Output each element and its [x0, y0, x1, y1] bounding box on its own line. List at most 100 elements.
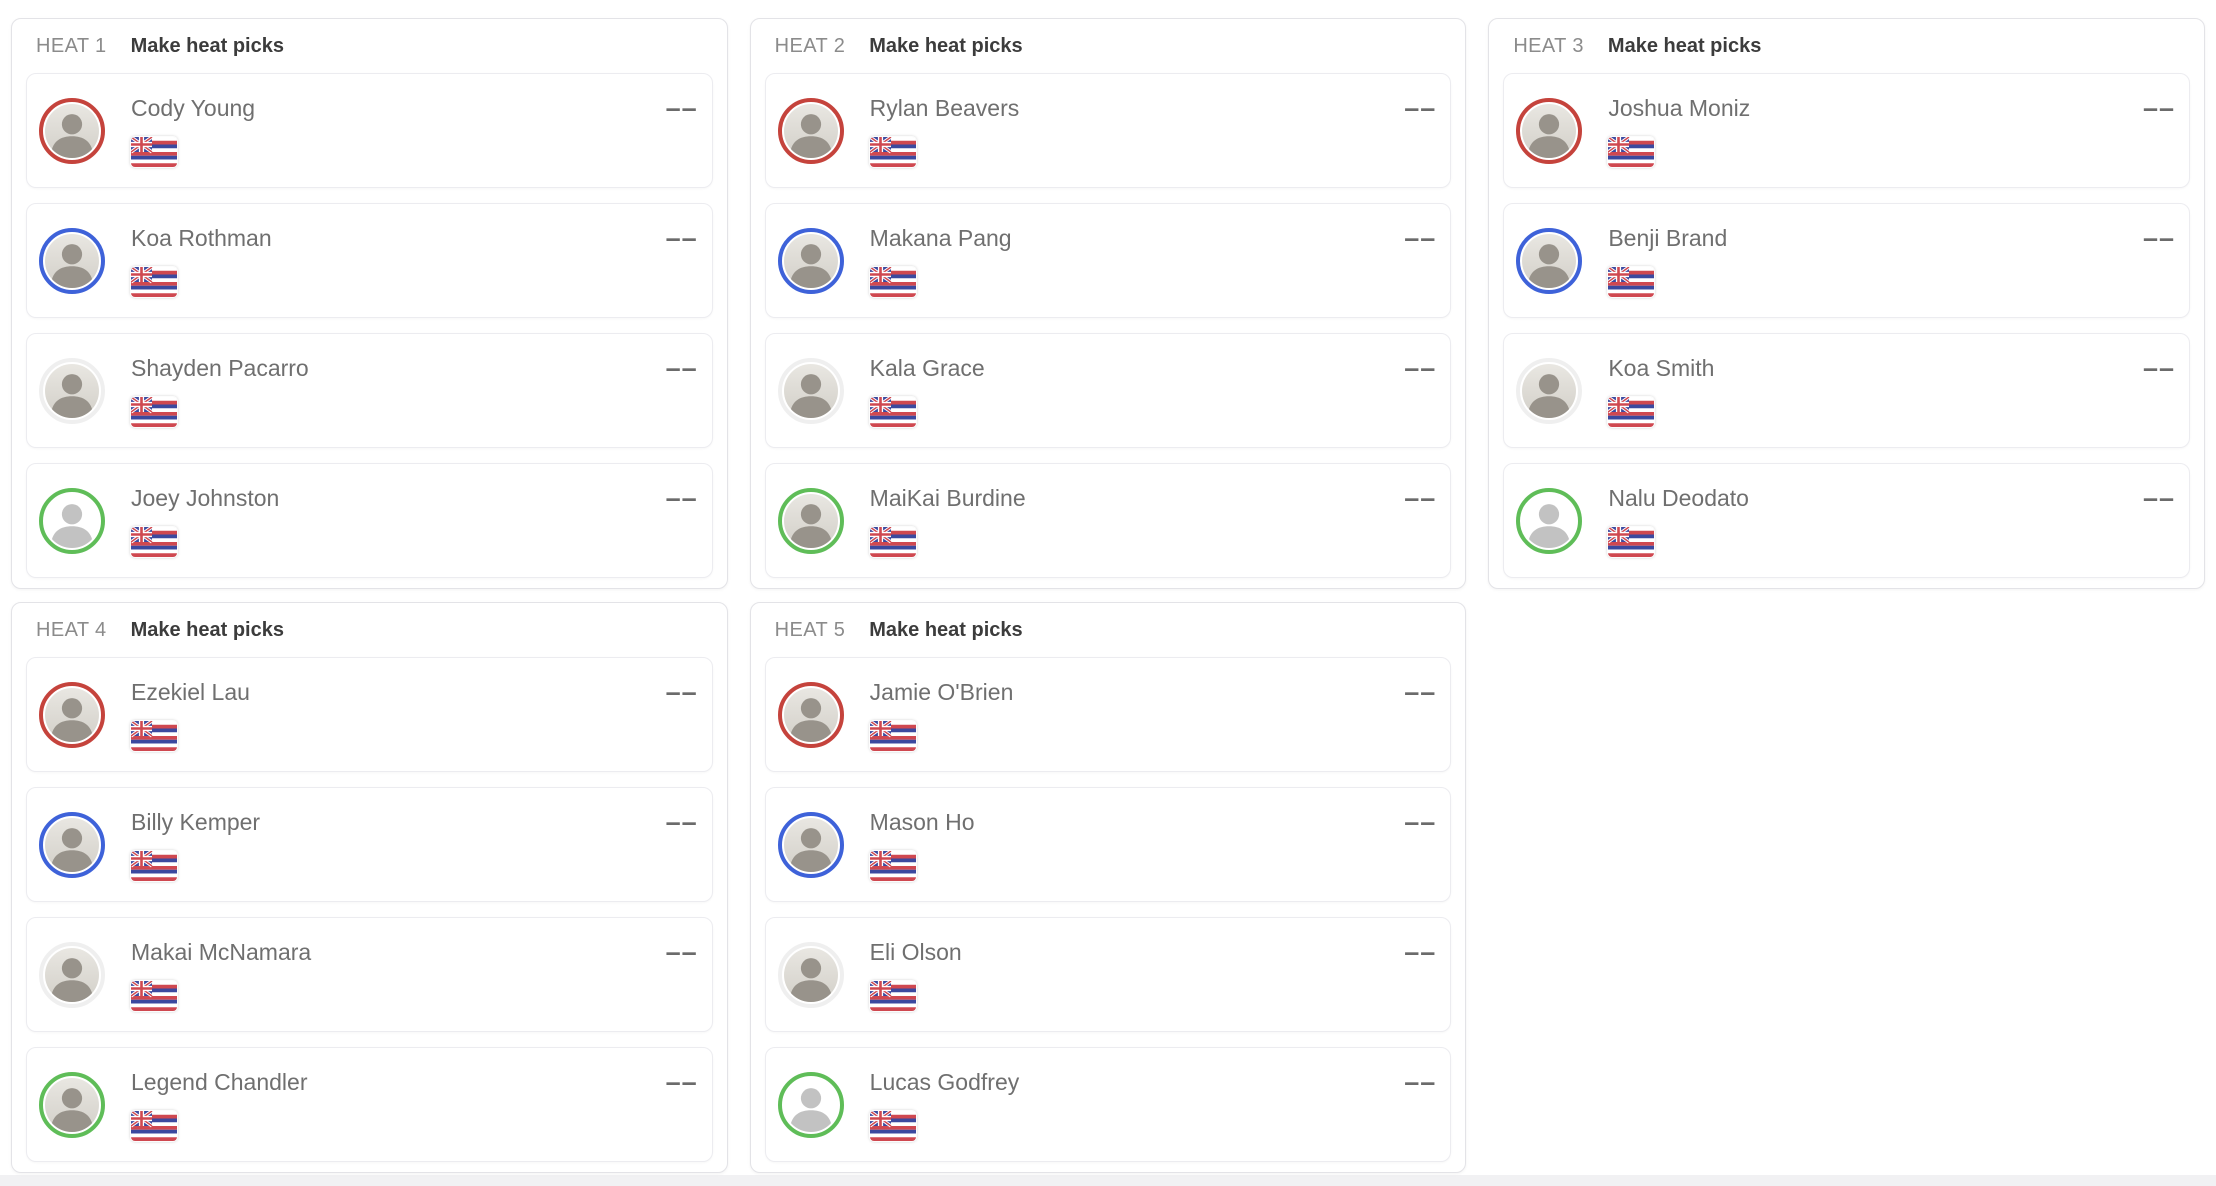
person-silhouette-icon	[789, 113, 832, 158]
athlete-info: Makai McNamara	[131, 918, 311, 1031]
athlete-row[interactable]: Ezekiel Lau ––	[26, 657, 713, 772]
athlete-info: Joey Johnston	[131, 464, 279, 577]
hawaii-flag-icon	[869, 981, 916, 1011]
athlete-row[interactable]: Nalu Deodato ––	[1503, 463, 2190, 578]
athlete-row[interactable]: Cody Young ––	[26, 73, 713, 188]
athlete-info: Lucas Godfrey	[869, 1048, 1020, 1161]
athlete-name: Koa Rothman	[131, 225, 272, 251]
athlete-info: Billy Kemper	[131, 788, 260, 901]
heat-header: HEAT 1 Make heat picks	[26, 19, 713, 73]
athlete-avatar	[39, 941, 105, 1008]
hawaii-flag-icon	[131, 851, 177, 881]
athlete-info: Nalu Deodato	[1608, 464, 1749, 577]
athlete-row[interactable]: Shayden Pacarro ––	[26, 333, 713, 448]
heat-card: HEAT 3 Make heat picks Joshua Moniz	[1488, 18, 2205, 589]
athlete-row[interactable]: Koa Rothman ––	[26, 203, 713, 318]
athlete-info: Mason Ho	[869, 788, 975, 901]
athlete-row[interactable]: Joey Johnston ––	[26, 463, 713, 578]
athlete-row[interactable]: Jamie O'Brien ––	[764, 657, 1452, 772]
hawaii-flag-icon	[1608, 527, 1655, 557]
person-silhouette-icon	[1528, 243, 1571, 288]
athlete-name: Nalu Deodato	[1608, 485, 1749, 511]
athlete-info: Koa Rothman	[131, 204, 272, 317]
heats-grid: HEAT 1 Make heat picks Cody Young	[11, 18, 2205, 1173]
person-silhouette-icon	[50, 243, 94, 288]
heat-label: HEAT 4	[36, 619, 107, 641]
athlete-row[interactable]: Koa Smith ––	[1503, 333, 2190, 448]
score-placeholder: ––	[665, 483, 698, 513]
athlete-row[interactable]: Makana Pang ––	[764, 203, 1452, 318]
athlete-avatar	[1516, 357, 1583, 424]
hawaii-flag-icon	[869, 137, 916, 167]
make-heat-picks-button[interactable]: Make heat picks	[130, 619, 284, 641]
athlete-info: Joshua Moniz	[1608, 74, 1750, 187]
athlete-info: Shayden Pacarro	[131, 334, 309, 447]
athlete-name: Rylan Beavers	[869, 95, 1020, 121]
hawaii-flag-icon	[869, 527, 916, 557]
athlete-row[interactable]: Joshua Moniz ––	[1503, 73, 2190, 188]
make-heat-picks-button[interactable]: Make heat picks	[1607, 35, 1762, 57]
hawaii-flag-icon	[131, 267, 177, 297]
hawaii-flag-icon	[131, 721, 177, 751]
athlete-rows: Rylan Beavers ––	[764, 73, 1452, 578]
heat-label: HEAT 1	[36, 35, 107, 57]
hawaii-flag-icon	[131, 397, 177, 427]
athlete-info: Cody Young	[131, 74, 255, 187]
athlete-row[interactable]: Makai McNamara ––	[26, 917, 713, 1032]
score-placeholder: ––	[665, 93, 698, 123]
athlete-info: Ezekiel Lau	[131, 658, 250, 771]
athlete-info: Rylan Beavers	[869, 74, 1020, 187]
person-silhouette-icon	[789, 243, 832, 288]
athlete-row[interactable]: Kala Grace ––	[764, 333, 1452, 448]
athlete-avatar	[777, 1071, 844, 1138]
heat-card: HEAT 5 Make heat picks Jamie O'Brien	[749, 602, 1467, 1173]
hawaii-flag-icon	[869, 721, 916, 751]
athlete-name: Makana Pang	[869, 225, 1012, 251]
make-heat-picks-button[interactable]: Make heat picks	[869, 35, 1023, 57]
athlete-row[interactable]: Eli Olson ––	[764, 917, 1452, 1032]
athlete-avatar	[777, 811, 844, 878]
athlete-row[interactable]: MaiKai Burdine ––	[764, 463, 1452, 578]
athlete-avatar	[777, 227, 844, 294]
athlete-name: Ezekiel Lau	[131, 679, 250, 705]
make-heat-picks-button[interactable]: Make heat picks	[130, 35, 284, 57]
athlete-row[interactable]: Billy Kemper ––	[26, 787, 713, 902]
athlete-info: MaiKai Burdine	[869, 464, 1026, 577]
score-placeholder: ––	[665, 807, 698, 837]
person-silhouette-icon	[1528, 373, 1571, 418]
make-heat-picks-button[interactable]: Make heat picks	[869, 619, 1023, 641]
score-placeholder: ––	[1404, 483, 1437, 513]
score-placeholder: ––	[1404, 353, 1437, 383]
athlete-row[interactable]: Rylan Beavers ––	[764, 73, 1452, 188]
athlete-name: Lucas Godfrey	[869, 1069, 1020, 1095]
person-silhouette-icon	[50, 827, 94, 872]
athlete-row[interactable]: Legend Chandler ––	[26, 1047, 713, 1162]
person-silhouette-icon	[789, 1087, 832, 1132]
score-placeholder: ––	[665, 223, 698, 253]
score-placeholder: ––	[1404, 1067, 1437, 1097]
person-silhouette-icon	[789, 827, 832, 872]
person-silhouette-icon	[50, 113, 94, 158]
heat-header: HEAT 4 Make heat picks	[26, 603, 713, 657]
hawaii-flag-icon	[1608, 267, 1655, 297]
athlete-name: Joey Johnston	[131, 485, 280, 511]
athlete-avatar	[777, 941, 844, 1008]
athlete-name: Koa Smith	[1608, 355, 1715, 381]
athlete-info: Jamie O'Brien	[869, 658, 1013, 771]
athlete-row[interactable]: Mason Ho ––	[764, 787, 1452, 902]
athlete-info: Koa Smith	[1608, 334, 1714, 447]
athlete-avatar	[39, 1071, 105, 1138]
athlete-avatar	[777, 97, 844, 164]
athlete-row[interactable]: Lucas Godfrey ––	[764, 1047, 1452, 1162]
hawaii-flag-icon	[131, 527, 177, 557]
athlete-name: Mason Ho	[869, 809, 975, 835]
heat-card: HEAT 2 Make heat picks Rylan Beavers	[749, 18, 1467, 589]
athlete-row[interactable]: Benji Brand ––	[1503, 203, 2190, 318]
score-placeholder: ––	[2142, 353, 2175, 383]
heat-header: HEAT 2 Make heat picks	[765, 19, 1452, 73]
score-placeholder: ––	[2142, 93, 2175, 123]
athlete-name: Benji Brand	[1608, 225, 1728, 251]
athlete-info: Makana Pang	[869, 204, 1012, 317]
score-placeholder: ––	[1404, 807, 1437, 837]
athlete-rows: Ezekiel Lau ––	[26, 657, 713, 1162]
